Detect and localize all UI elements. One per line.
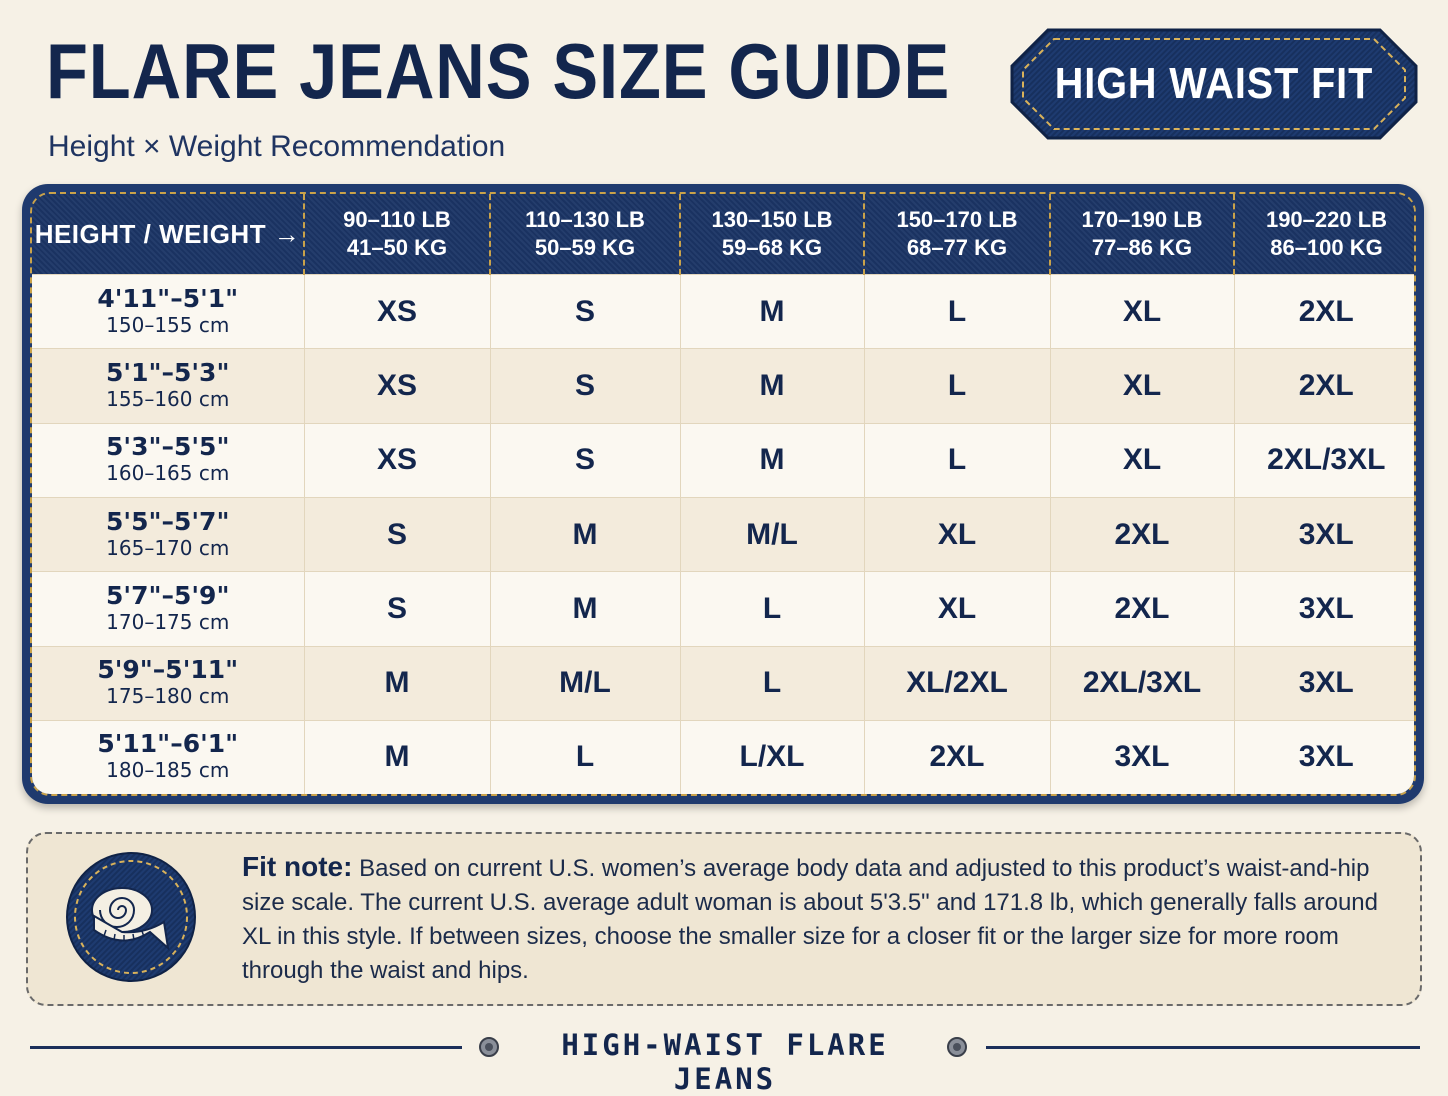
corner-header: HEIGHT / WEIGHT → [32, 194, 305, 275]
column-header: 110–130 LB 50–59 KG [490, 194, 681, 275]
table-row: 5'7"–5'9" 170–175 cm S M L XL 2XL 3XL [32, 571, 1414, 647]
table-row: 5'11"–6'1" 180–185 cm M L L/XL 2XL 3XL 3XL [32, 719, 1414, 794]
size-cell: XL [864, 496, 1051, 572]
size-cell: M [680, 422, 865, 498]
fit-note-label: Fit note: [242, 851, 353, 882]
fit-badge-label: HIGH WAIST FIT [1054, 59, 1374, 108]
size-cell: XS [304, 422, 491, 498]
size-cell: M [304, 719, 491, 794]
height-inches: 5'5"–5'7" [106, 506, 230, 536]
height-inches: 5'9"–5'11" [97, 655, 239, 685]
size-cell: L [864, 422, 1051, 498]
size-cell: XS [304, 273, 491, 349]
size-cell: 3XL [1234, 719, 1414, 794]
table-row: 5'5"–5'7" 165–170 cm S M M/L XL 2XL 3XL [32, 496, 1414, 572]
size-cell: 3XL [1234, 571, 1414, 647]
size-cell: XL [864, 571, 1051, 647]
column-header: 190–220 LB 86–100 KG [1234, 194, 1414, 275]
height-cell: 5'7"–5'9" 170–175 cm [32, 571, 305, 647]
fit-note-text: Based on current U.S. women’s average bo… [242, 855, 1378, 984]
size-cell: M [490, 571, 681, 647]
height-cell: 5'1"–5'3" 155–160 cm [32, 348, 305, 424]
size-table: HEIGHT / WEIGHT → 90–110 LB 41–50 KG 110–… [32, 194, 1414, 794]
rivet-icon [479, 1037, 499, 1057]
size-cell: 2XL [864, 719, 1051, 794]
size-cell: S [490, 348, 681, 424]
size-cell: L [864, 348, 1051, 424]
footer-divider-right [986, 1046, 1420, 1049]
size-cell: M [490, 496, 681, 572]
height-cm: 175–180 cm [106, 684, 230, 709]
fit-badge: HIGH WAIST FIT [1008, 26, 1420, 142]
table-row: 5'3"–5'5" 160–165 cm XS S M L XL 2XL/3XL [32, 422, 1414, 498]
size-cell: M [304, 645, 491, 721]
page-title: FLARE JEANS SIZE GUIDE [46, 27, 951, 115]
height-cm: 160–165 cm [106, 461, 230, 486]
height-cell: 5'11"–6'1" 180–185 cm [32, 719, 305, 794]
size-cell: 3XL [1234, 496, 1414, 572]
fit-note: Fit note: Based on current U.S. women’s … [242, 850, 1392, 988]
size-cell: 2XL [1050, 571, 1235, 647]
size-cell: XL/2XL [864, 645, 1051, 721]
size-cell: M/L [680, 496, 865, 572]
column-header: 130–150 LB 59–68 KG [680, 194, 865, 275]
size-cell: S [490, 273, 681, 349]
height-cm: 170–175 cm [106, 609, 230, 634]
size-cell: M [680, 273, 865, 349]
rivet-icon [947, 1037, 967, 1057]
column-header: 170–190 LB 77–86 KG [1050, 194, 1235, 275]
height-inches: 5'11"–6'1" [97, 729, 239, 759]
size-table-frame: HEIGHT / WEIGHT → 90–110 LB 41–50 KG 110–… [22, 184, 1424, 804]
size-cell: S [490, 422, 681, 498]
height-cm: 180–185 cm [106, 758, 230, 783]
size-cell: XL [1050, 273, 1235, 349]
size-cell: 2XL/3XL [1050, 645, 1235, 721]
fit-note-box [26, 832, 1422, 1006]
footer-divider-left [30, 1046, 462, 1049]
height-inches: 4'11"–5'1" [97, 283, 239, 313]
size-cell: 2XL/3XL [1234, 422, 1414, 498]
table-row: 4'11"–5'1" 150–155 cm XS S M L XL 2XL [32, 273, 1414, 349]
height-cell: 4'11"–5'1" 150–155 cm [32, 273, 305, 349]
denim-badge-shape [1010, 28, 1418, 140]
size-cell: 2XL [1234, 348, 1414, 424]
size-cell: L [680, 571, 865, 647]
height-cell: 5'5"–5'7" 165–170 cm [32, 496, 305, 572]
measuring-tape-icon [66, 852, 196, 982]
size-cell: 3XL [1050, 719, 1235, 794]
height-cell: 5'9"–5'11" 175–180 cm [32, 645, 305, 721]
column-header: 150–170 LB 68–77 KG [864, 194, 1051, 275]
size-cell: S [304, 571, 491, 647]
size-cell: S [304, 496, 491, 572]
height-cm: 165–170 cm [106, 535, 230, 560]
size-cell: XL [1050, 422, 1235, 498]
height-inches: 5'1"–5'3" [106, 357, 230, 387]
size-cell: 3XL [1234, 645, 1414, 721]
size-cell: L [864, 273, 1051, 349]
table-row: 5'9"–5'11" 175–180 cm M M/L L XL/2XL 2XL/3XL 3X… [32, 645, 1414, 721]
size-cell: L/XL [680, 719, 865, 794]
size-cell: XL [1050, 348, 1235, 424]
size-cell: L [680, 645, 865, 721]
column-header: 90–110 LB 41–50 KG [304, 194, 491, 275]
size-cell: 2XL [1050, 496, 1235, 572]
size-cell: M/L [490, 645, 681, 721]
table-row: 5'1"–5'3" 155–160 cm XS S M L XL 2XL [32, 348, 1414, 424]
size-cell: M [680, 348, 865, 424]
height-cm: 150–155 cm [106, 312, 230, 337]
height-cell: 5'3"–5'5" 160–165 cm [32, 422, 305, 498]
height-inches: 5'3"–5'5" [106, 432, 230, 462]
height-cm: 155–160 cm [106, 386, 230, 411]
size-cell: XS [304, 348, 491, 424]
size-cell: 2XL [1234, 273, 1414, 349]
height-inches: 5'7"–5'9" [106, 580, 230, 610]
table-header-row: HEIGHT / WEIGHT → 90–110 LB 41–50 KG 110–… [32, 194, 1414, 275]
size-cell: L [490, 719, 681, 794]
page-subtitle: Height × Weight Recommendation [48, 130, 506, 163]
